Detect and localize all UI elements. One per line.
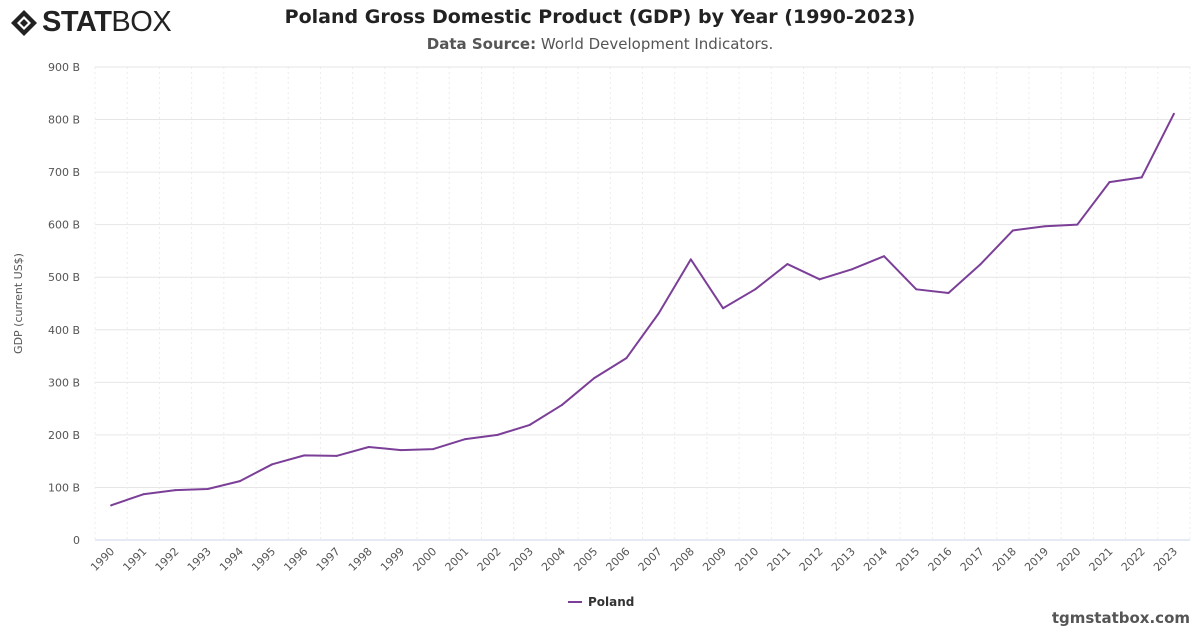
- legend-label: Poland: [588, 595, 635, 609]
- y-tick-label: 500 B: [48, 271, 80, 284]
- logo-text-light: BOX: [111, 6, 172, 38]
- data-point: [689, 258, 692, 261]
- x-tick-label: 2007: [636, 545, 665, 574]
- y-tick-label: 100 B: [48, 481, 80, 494]
- data-point: [1140, 176, 1143, 179]
- data-point: [1108, 181, 1111, 184]
- statbox-logo: STATBOX: [10, 6, 172, 39]
- x-tick-label: 1994: [217, 545, 246, 574]
- x-tick-label: 2013: [829, 545, 858, 574]
- data-point: [915, 288, 918, 291]
- data-point: [206, 488, 209, 491]
- x-tick-label: 2014: [861, 545, 890, 574]
- data-point: [303, 454, 306, 457]
- x-tick-label: 2004: [539, 545, 568, 574]
- x-tick-label: 1992: [153, 545, 182, 574]
- data-point: [464, 438, 467, 441]
- y-tick-label: 300 B: [48, 376, 80, 389]
- x-tick-label: 1998: [346, 545, 375, 574]
- x-tick-label: 2005: [571, 545, 600, 574]
- data-point: [754, 288, 757, 291]
- source-value: World Development Indicators.: [540, 35, 774, 53]
- y-tick-label: 200 B: [48, 429, 80, 442]
- x-tick-label: 1993: [185, 545, 214, 574]
- legend-item-poland[interactable]: Poland: [568, 595, 634, 609]
- y-tick-label: 700 B: [48, 166, 80, 179]
- data-point: [335, 454, 338, 457]
- logo-text-bold: STAT: [42, 6, 112, 38]
- data-point: [722, 307, 725, 310]
- x-tick-label: 1997: [314, 545, 343, 574]
- x-tick-label: 1990: [88, 545, 117, 574]
- y-tick-label: 600 B: [48, 219, 80, 232]
- x-tick-label: 1999: [378, 545, 407, 574]
- x-tick-label: 2017: [958, 545, 987, 574]
- chart-subtitle: Data Source: World Development Indicator…: [0, 35, 1200, 53]
- site-credit: tgmstatbox.com: [1051, 609, 1190, 627]
- data-point: [883, 255, 886, 258]
- source-label: Data Source:: [426, 35, 537, 53]
- x-tick-label: 2020: [1054, 545, 1083, 574]
- x-tick-label: 2002: [475, 545, 504, 574]
- x-tick-label: 2012: [797, 545, 826, 574]
- x-tick-label: 1991: [120, 545, 149, 574]
- y-axis-title: GDP (current US$): [12, 253, 25, 354]
- data-point: [496, 433, 499, 436]
- data-point: [367, 445, 370, 448]
- x-tick-label: 2022: [1119, 545, 1148, 574]
- y-tick-label: 800 B: [48, 114, 80, 127]
- x-tick-label: 2008: [668, 545, 697, 574]
- data-point: [1172, 112, 1175, 115]
- data-point: [850, 268, 853, 271]
- x-tick-label: 2009: [700, 545, 729, 574]
- series-line-poland: [110, 113, 1175, 507]
- data-point: [979, 263, 982, 266]
- data-point: [174, 489, 177, 492]
- data-point: [1044, 225, 1047, 228]
- data-point: [528, 423, 531, 426]
- y-tick-label: 900 B: [48, 61, 80, 74]
- data-point: [786, 263, 789, 266]
- diamond-logo-icon: [11, 9, 37, 36]
- data-point: [1076, 223, 1079, 226]
- x-tick-label: 2010: [732, 545, 761, 574]
- x-tick-label: 1996: [281, 545, 310, 574]
- data-point: [1011, 229, 1014, 232]
- data-point: [593, 377, 596, 380]
- x-tick-label: 2019: [1022, 545, 1051, 574]
- y-tick-label: 400 B: [48, 324, 80, 337]
- data-point: [432, 448, 435, 451]
- data-point: [142, 493, 145, 496]
- x-tick-label: 2015: [893, 545, 922, 574]
- x-tick-label: 2006: [604, 545, 633, 574]
- data-point: [947, 291, 950, 294]
- data-point: [560, 403, 563, 406]
- data-point: [399, 449, 402, 452]
- chart-title: Poland Gross Domestic Product (GDP) by Y…: [284, 6, 916, 28]
- data-point: [818, 278, 821, 281]
- x-tick-label: 2016: [926, 545, 955, 574]
- x-tick-label: 1995: [249, 545, 278, 574]
- x-tick-label: 2003: [507, 545, 536, 574]
- x-tick-label: 2011: [765, 545, 794, 574]
- x-tick-label: 2021: [1087, 545, 1116, 574]
- data-point: [657, 312, 660, 315]
- data-point: [625, 357, 628, 360]
- y-tick-label: 0: [73, 534, 80, 547]
- legend-swatch: [568, 601, 582, 603]
- x-tick-label: 2018: [990, 545, 1019, 574]
- x-tick-label: 2023: [1151, 545, 1180, 574]
- x-tick-label: 2001: [442, 545, 471, 574]
- data-point: [238, 480, 241, 483]
- x-tick-label: 2000: [410, 545, 439, 574]
- data-point: [110, 504, 113, 507]
- data-point: [271, 463, 274, 466]
